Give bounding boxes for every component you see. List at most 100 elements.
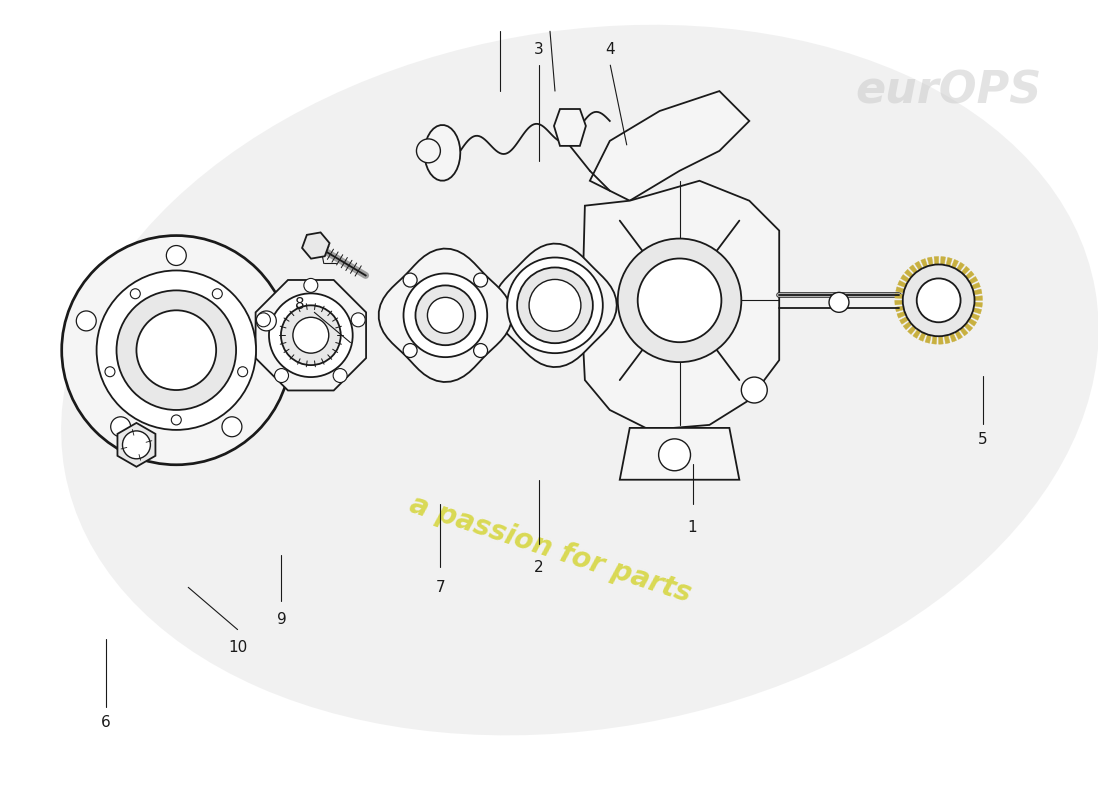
Wedge shape xyxy=(898,281,938,300)
Circle shape xyxy=(275,369,288,382)
Circle shape xyxy=(222,417,242,437)
Circle shape xyxy=(417,139,440,163)
Polygon shape xyxy=(590,91,749,201)
Wedge shape xyxy=(910,265,938,300)
Wedge shape xyxy=(938,300,968,336)
Circle shape xyxy=(293,318,329,353)
Text: 3: 3 xyxy=(535,42,543,57)
Circle shape xyxy=(404,273,417,287)
Wedge shape xyxy=(901,274,938,300)
Polygon shape xyxy=(554,109,586,146)
Wedge shape xyxy=(894,300,938,305)
Circle shape xyxy=(517,267,593,343)
Circle shape xyxy=(416,286,475,345)
Circle shape xyxy=(903,265,975,336)
Wedge shape xyxy=(921,258,938,300)
Text: 1: 1 xyxy=(688,520,697,535)
Wedge shape xyxy=(938,289,982,300)
Wedge shape xyxy=(903,300,938,330)
Wedge shape xyxy=(938,300,962,339)
Wedge shape xyxy=(895,300,938,312)
Circle shape xyxy=(507,258,603,353)
Circle shape xyxy=(122,431,151,458)
Wedge shape xyxy=(900,300,938,324)
Wedge shape xyxy=(938,296,982,300)
Circle shape xyxy=(304,278,318,292)
Wedge shape xyxy=(938,277,978,300)
Wedge shape xyxy=(913,300,938,338)
Wedge shape xyxy=(895,294,938,300)
Wedge shape xyxy=(938,300,977,326)
Wedge shape xyxy=(918,300,938,342)
Polygon shape xyxy=(494,243,617,367)
Ellipse shape xyxy=(62,25,1099,735)
Wedge shape xyxy=(938,258,953,300)
Circle shape xyxy=(404,274,487,357)
Wedge shape xyxy=(927,257,938,300)
Wedge shape xyxy=(938,282,980,300)
Wedge shape xyxy=(915,262,938,300)
Circle shape xyxy=(659,439,691,470)
Circle shape xyxy=(117,290,236,410)
Wedge shape xyxy=(938,300,950,344)
Text: 8: 8 xyxy=(295,297,305,312)
Text: 9: 9 xyxy=(276,612,286,626)
Polygon shape xyxy=(378,249,513,382)
Wedge shape xyxy=(938,300,957,342)
Circle shape xyxy=(104,366,114,377)
Wedge shape xyxy=(904,270,938,300)
Circle shape xyxy=(136,310,217,390)
Circle shape xyxy=(238,366,248,377)
Wedge shape xyxy=(895,286,938,300)
Circle shape xyxy=(428,298,463,334)
Circle shape xyxy=(474,273,487,287)
Wedge shape xyxy=(938,300,980,320)
Circle shape xyxy=(829,292,849,312)
Wedge shape xyxy=(908,300,938,334)
Wedge shape xyxy=(932,300,938,344)
Circle shape xyxy=(76,311,96,331)
Circle shape xyxy=(256,311,276,331)
Polygon shape xyxy=(425,125,460,181)
Wedge shape xyxy=(938,262,965,300)
Circle shape xyxy=(529,279,581,331)
Text: 7: 7 xyxy=(436,580,446,595)
Circle shape xyxy=(638,258,722,342)
Circle shape xyxy=(741,377,767,403)
Text: 10: 10 xyxy=(228,640,248,654)
Polygon shape xyxy=(302,233,330,258)
Circle shape xyxy=(618,238,741,362)
Wedge shape xyxy=(938,300,972,331)
Circle shape xyxy=(97,270,256,430)
Circle shape xyxy=(351,313,365,327)
Polygon shape xyxy=(255,280,366,390)
Wedge shape xyxy=(938,300,981,314)
Circle shape xyxy=(280,306,341,365)
Polygon shape xyxy=(619,428,739,480)
Circle shape xyxy=(130,289,141,298)
Wedge shape xyxy=(896,300,938,318)
Wedge shape xyxy=(938,257,946,300)
Circle shape xyxy=(62,235,290,465)
Polygon shape xyxy=(582,181,779,430)
Wedge shape xyxy=(938,271,975,300)
Circle shape xyxy=(111,417,131,437)
Wedge shape xyxy=(938,300,982,307)
Circle shape xyxy=(474,343,487,358)
Text: a passion for parts: a passion for parts xyxy=(406,490,694,608)
Wedge shape xyxy=(938,300,943,344)
Polygon shape xyxy=(118,423,155,466)
Text: 2: 2 xyxy=(535,560,543,575)
Circle shape xyxy=(212,289,222,298)
Text: 4: 4 xyxy=(605,42,615,57)
Text: 6: 6 xyxy=(101,715,111,730)
Wedge shape xyxy=(938,259,958,300)
Circle shape xyxy=(404,343,417,358)
Text: eurOPS: eurOPS xyxy=(856,70,1042,113)
Circle shape xyxy=(256,313,271,327)
Wedge shape xyxy=(925,300,938,343)
Circle shape xyxy=(916,278,960,322)
Circle shape xyxy=(166,246,186,266)
Wedge shape xyxy=(938,266,970,300)
Circle shape xyxy=(172,415,182,425)
